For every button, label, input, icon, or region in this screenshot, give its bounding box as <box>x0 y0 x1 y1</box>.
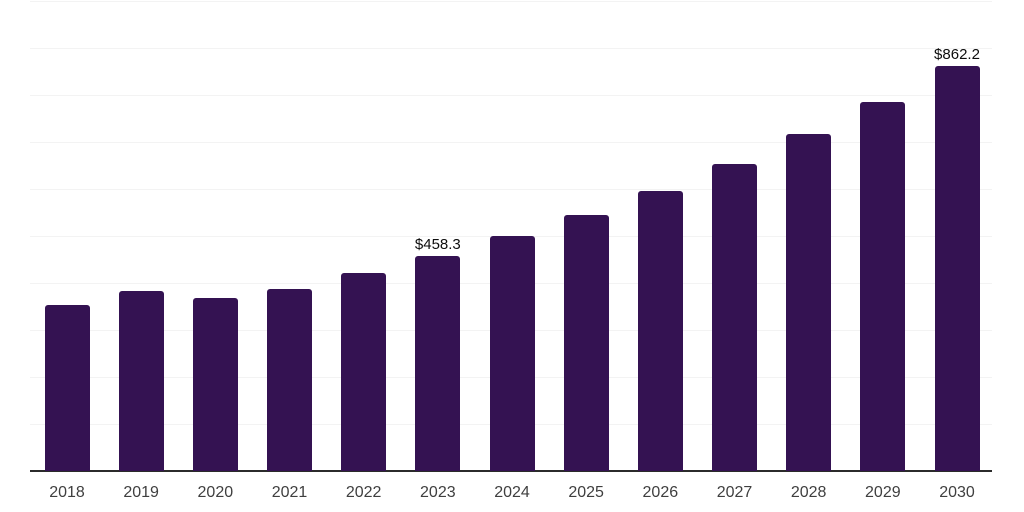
bar-2019 <box>118 291 164 471</box>
x-tick-label-2019: 2019 <box>123 484 159 501</box>
plot-area: $458.3 $862.2 <box>30 1 992 472</box>
bar-2020 <box>192 298 238 471</box>
bar-2028 <box>786 133 832 471</box>
bar-2018 <box>44 305 90 471</box>
x-tick-label-2030: 2030 <box>939 484 975 501</box>
bar-2024 <box>489 235 535 471</box>
gridline <box>30 189 992 190</box>
x-tick-label-2021: 2021 <box>271 484 308 501</box>
gridline <box>30 1 992 2</box>
x-tick-label-2020: 2020 <box>197 484 234 501</box>
bar-value-label-2030: $862.2 <box>934 45 980 63</box>
gridline <box>30 95 992 96</box>
x-tick-label-2029: 2029 <box>865 484 901 501</box>
bar-2029 <box>860 101 906 471</box>
gridline <box>30 48 992 49</box>
x-axis-labels: 2018 2019 2020 2021 2022 2023 2024 2025 2026 2027… <box>30 482 992 506</box>
x-tick-label-2018: 2018 <box>49 484 85 501</box>
x-tick-label-2023: 2023 <box>420 484 456 501</box>
bar-2022 <box>341 273 387 471</box>
x-tick-label-2024: 2024 <box>494 484 530 501</box>
bar-2025 <box>563 214 609 471</box>
bar-2023: $458.3 <box>415 237 461 471</box>
bar-value-label-2023: $458.3 <box>414 235 461 253</box>
bar-2030: $862.2 <box>934 47 980 471</box>
bar-2027 <box>712 163 757 471</box>
x-tick-label-2026: 2026 <box>642 484 679 501</box>
x-tick-label-2028: 2028 <box>790 484 827 501</box>
gridline <box>30 142 992 143</box>
x-axis-line <box>30 470 992 472</box>
x-tick-label-2025: 2025 <box>568 484 604 501</box>
x-tick-label-2022: 2022 <box>345 484 382 501</box>
bar-2021 <box>267 289 312 471</box>
bar-2026 <box>637 190 683 471</box>
x-tick-label-2027: 2027 <box>716 484 753 501</box>
